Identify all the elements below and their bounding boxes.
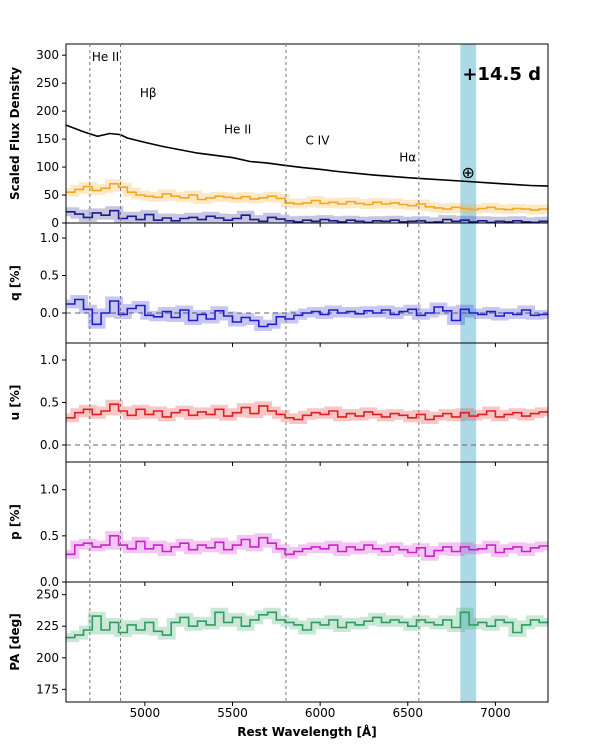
- ylabel-pa: PA [deg]: [8, 613, 22, 670]
- ytick-label-pa: 250: [36, 588, 59, 602]
- ylabel-p: p [%]: [8, 504, 22, 540]
- ytick-label-pa: 175: [36, 682, 59, 696]
- ytick-label-u: 1.0: [40, 353, 59, 367]
- series-line-flux-1: [66, 183, 548, 211]
- line-label-1: Hβ: [140, 86, 157, 100]
- ytick-label-pa: 225: [36, 619, 59, 633]
- line-label-0: He II: [92, 50, 119, 64]
- x-axis-label: Rest Wavelength [Å]: [237, 724, 376, 739]
- ytick-label-flux: 100: [36, 160, 59, 174]
- ytick-label-flux: 0: [51, 216, 59, 230]
- series-line-flux-0: [66, 124, 548, 187]
- ytick-label-q: 0.5: [40, 269, 59, 283]
- line-label-3: C IV: [305, 134, 330, 148]
- ytick-label-pa: 200: [36, 651, 59, 665]
- ytick-label-flux: 50: [44, 188, 59, 202]
- epoch-label: +14.5 d: [462, 64, 541, 85]
- ytick-label-flux: 300: [36, 48, 59, 62]
- series-line-p-0: [66, 535, 548, 557]
- ytick-label-p: 0.5: [40, 529, 59, 543]
- xtick-label: 6000: [305, 706, 336, 720]
- series-line-q-0: [66, 298, 548, 328]
- series-line-u-0: [66, 403, 548, 421]
- ytick-label-flux: 150: [36, 132, 59, 146]
- ytick-label-p: 1.0: [40, 483, 59, 497]
- ytick-label-flux: 250: [36, 76, 59, 90]
- ylabel-flux: Scaled Flux Density: [8, 67, 22, 200]
- ylabel-q: q [%]: [8, 265, 22, 301]
- ytick-label-u: 0.0: [40, 438, 59, 452]
- xtick-label: 5500: [217, 706, 248, 720]
- ytick-label-u: 0.5: [40, 396, 59, 410]
- ytick-label-flux: 200: [36, 104, 59, 118]
- panel-frame-pa: [65, 581, 549, 703]
- series-line-flux-2: [66, 209, 548, 223]
- line-label-2: He II: [224, 123, 251, 137]
- ylabel-u: u [%]: [8, 385, 22, 421]
- line-label-4: Hα: [399, 150, 416, 164]
- xtick-label: 7000: [480, 706, 511, 720]
- ytick-label-q: 0.0: [40, 306, 59, 320]
- ytick-label-p: 0.0: [40, 575, 59, 589]
- xtick-label: 5000: [130, 706, 161, 720]
- telluric-band: [460, 44, 477, 702]
- xtick-label: 6500: [393, 706, 424, 720]
- ytick-label-q: 1.0: [40, 231, 59, 245]
- telluric-symbol: ⊕: [462, 163, 475, 182]
- series-line-pa-0: [66, 611, 548, 639]
